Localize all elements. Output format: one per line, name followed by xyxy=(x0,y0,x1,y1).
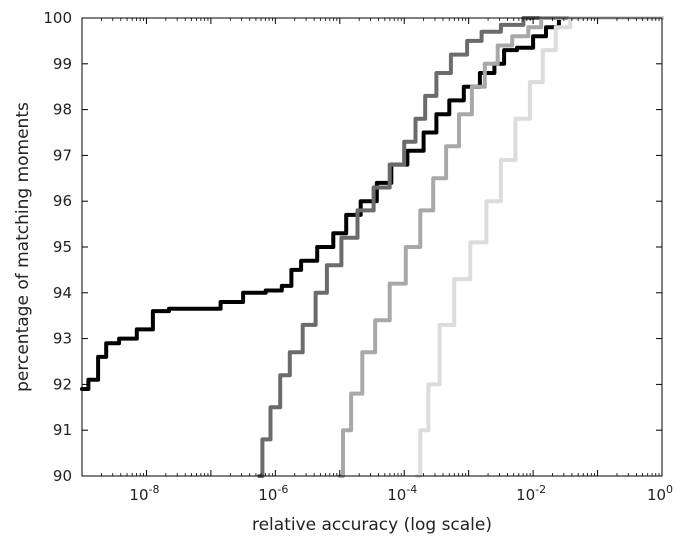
x-tick-label: 10-4 xyxy=(387,483,417,504)
y-tick-label: 100 xyxy=(43,9,72,27)
y-tick-label: 98 xyxy=(53,101,72,119)
y-tick-label: 90 xyxy=(53,467,72,485)
series-line-1 xyxy=(80,16,664,391)
x-tick-label: 10-2 xyxy=(516,483,546,504)
x-axis-label: relative accuracy (log scale) xyxy=(252,515,492,535)
y-tick-label: 95 xyxy=(53,238,72,256)
series-line-2 xyxy=(257,16,664,478)
y-tick-label: 99 xyxy=(53,55,72,73)
y-tick-label: 94 xyxy=(53,284,72,302)
series-line-3 xyxy=(337,16,664,478)
label-layer: relative accuracy (log scale) percentage… xyxy=(13,102,492,535)
y-tick-label: 97 xyxy=(53,146,72,164)
x-tick-label: 100 xyxy=(647,483,673,504)
series-layer xyxy=(80,16,664,478)
y-tick-label: 92 xyxy=(53,375,72,393)
series-line-4 xyxy=(415,16,664,478)
y-tick-label: 91 xyxy=(53,421,72,439)
y-axis-label: percentage of matching moments xyxy=(13,102,33,392)
y-tick-label: 93 xyxy=(53,330,72,348)
y-tick-label: 96 xyxy=(53,192,72,210)
x-tick-label: 10-6 xyxy=(258,483,288,504)
plot-frame xyxy=(81,17,663,477)
x-tick-label: 10-8 xyxy=(129,483,159,504)
axes-layer: 10-8 10-6 10-4 10-2 100 90 91 92 93 94 95 96 97 98 99 1… xyxy=(43,9,673,504)
